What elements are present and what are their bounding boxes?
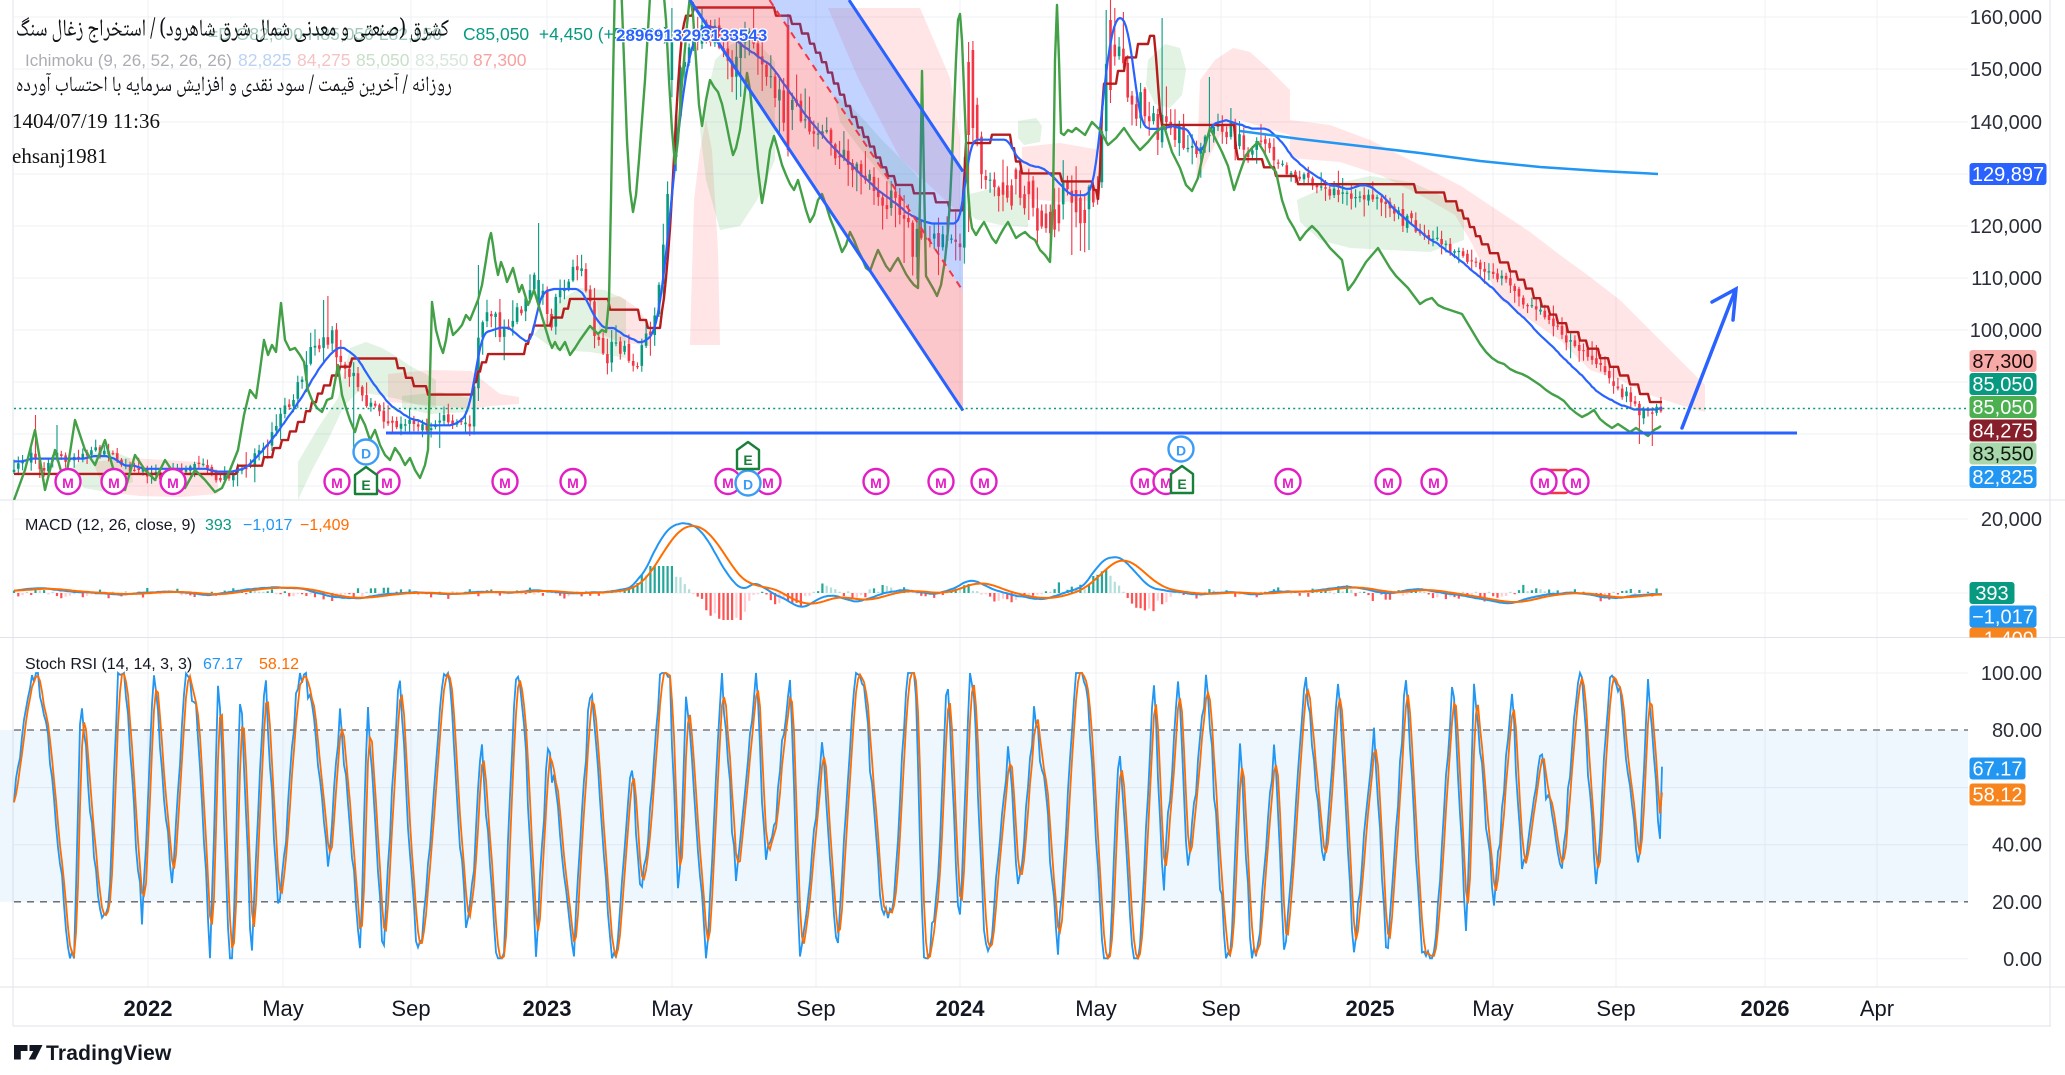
svg-text:M: M xyxy=(62,475,74,491)
svg-text:2896913293133543: 2896913293133543 xyxy=(616,26,767,45)
svg-text:May: May xyxy=(1472,996,1514,1021)
svg-text:40.00: 40.00 xyxy=(1992,835,2042,857)
svg-text:85,050: 85,050 xyxy=(356,50,410,70)
svg-text:M: M xyxy=(167,475,179,491)
svg-text:67.17: 67.17 xyxy=(203,656,243,673)
svg-text:Apr: Apr xyxy=(1860,996,1894,1021)
svg-text:84,275: 84,275 xyxy=(297,50,351,70)
svg-text:E: E xyxy=(743,452,752,468)
svg-text:M: M xyxy=(331,475,343,491)
svg-text:M: M xyxy=(1138,475,1150,491)
svg-text:M: M xyxy=(499,475,511,491)
svg-text:Ichimoku (9, 26, 52, 26, 26): Ichimoku (9, 26, 52, 26, 26) xyxy=(25,51,232,70)
svg-text:−1,017: −1,017 xyxy=(243,517,292,534)
svg-text:80.00: 80.00 xyxy=(1992,720,2042,742)
svg-text:2024: 2024 xyxy=(936,996,986,1021)
svg-text:120,000: 120,000 xyxy=(1970,216,2042,238)
svg-text:100.00: 100.00 xyxy=(1981,663,2042,685)
svg-text:−1,017: −1,017 xyxy=(1972,607,2034,629)
svg-text:Sep: Sep xyxy=(1596,996,1635,1021)
svg-text:D: D xyxy=(743,477,753,493)
svg-text:−1,409: −1,409 xyxy=(1972,629,2034,651)
svg-text:83,550: 83,550 xyxy=(415,50,469,70)
svg-text:150,000: 150,000 xyxy=(1970,59,2042,81)
svg-text:20.00: 20.00 xyxy=(1992,892,2042,914)
svg-text:E: E xyxy=(361,477,370,493)
svg-text:82,825: 82,825 xyxy=(1972,467,2033,489)
svg-text:May: May xyxy=(651,996,693,1021)
svg-text:160,000: 160,000 xyxy=(1970,7,2042,29)
svg-text:1404/07/19 11:36: 1404/07/19 11:36 xyxy=(12,109,160,133)
svg-text:20,000: 20,000 xyxy=(1981,509,2042,531)
svg-text:83,550: 83,550 xyxy=(1972,444,2033,466)
svg-text:Stoch RSI (14, 14, 3, 3): Stoch RSI (14, 14, 3, 3) xyxy=(25,656,192,673)
svg-text:M: M xyxy=(722,475,734,491)
svg-text:M: M xyxy=(1282,475,1294,491)
svg-text:129,897: 129,897 xyxy=(1972,164,2044,186)
svg-text:58.12: 58.12 xyxy=(1972,785,2022,807)
svg-text:2025: 2025 xyxy=(1346,996,1395,1021)
svg-text:ehsanj1981: ehsanj1981 xyxy=(12,144,108,168)
svg-text:2022: 2022 xyxy=(124,996,173,1021)
svg-text:M: M xyxy=(762,475,774,491)
svg-text:58.12: 58.12 xyxy=(259,656,299,673)
svg-text:M: M xyxy=(1570,475,1582,491)
svg-text:M: M xyxy=(381,475,393,491)
svg-text:May: May xyxy=(1075,996,1117,1021)
svg-text:100,000: 100,000 xyxy=(1970,320,2042,342)
svg-text:Sep: Sep xyxy=(1201,996,1240,1021)
svg-text:M: M xyxy=(978,475,990,491)
svg-text:87,300: 87,300 xyxy=(1972,351,2033,373)
svg-text:M: M xyxy=(1538,475,1550,491)
svg-text:110,000: 110,000 xyxy=(1971,268,2042,290)
svg-text:May: May xyxy=(262,996,304,1021)
svg-text:85,050: 85,050 xyxy=(1972,374,2033,396)
svg-text:M: M xyxy=(567,475,579,491)
svg-text:140,000: 140,000 xyxy=(1970,112,2042,134)
svg-text:2023: 2023 xyxy=(523,996,572,1021)
svg-text:−1,409: −1,409 xyxy=(300,517,349,534)
svg-text:M: M xyxy=(1160,475,1172,491)
svg-text:393: 393 xyxy=(205,517,232,534)
svg-text:MACD (12, 26, close, 9): MACD (12, 26, close, 9) xyxy=(25,517,196,534)
svg-text:M: M xyxy=(935,475,947,491)
svg-text:C85,050 +4,450 (+5.52%): C85,050 +4,450 (+5.52%) xyxy=(463,24,669,44)
svg-text:87,300: 87,300 xyxy=(473,50,527,70)
svg-text:TradingView: TradingView xyxy=(46,1042,172,1065)
svg-text:M: M xyxy=(108,475,120,491)
svg-text:M: M xyxy=(1382,475,1394,491)
svg-text:D: D xyxy=(1176,443,1186,459)
svg-text:0.00: 0.00 xyxy=(2003,949,2042,971)
svg-text:Sep: Sep xyxy=(391,996,430,1021)
svg-text:E: E xyxy=(1177,476,1186,492)
svg-text:2026: 2026 xyxy=(1741,996,1790,1021)
svg-text:Sep: Sep xyxy=(796,996,835,1021)
svg-text:85,050: 85,050 xyxy=(1972,397,2033,419)
svg-text:M: M xyxy=(870,475,882,491)
svg-text:D: D xyxy=(361,446,371,462)
svg-text:82,825: 82,825 xyxy=(238,50,292,70)
svg-text:M: M xyxy=(1428,475,1440,491)
svg-text:67.17: 67.17 xyxy=(1972,759,2022,781)
svg-text:84,275: 84,275 xyxy=(1972,421,2033,443)
svg-text:393: 393 xyxy=(1975,583,2008,605)
